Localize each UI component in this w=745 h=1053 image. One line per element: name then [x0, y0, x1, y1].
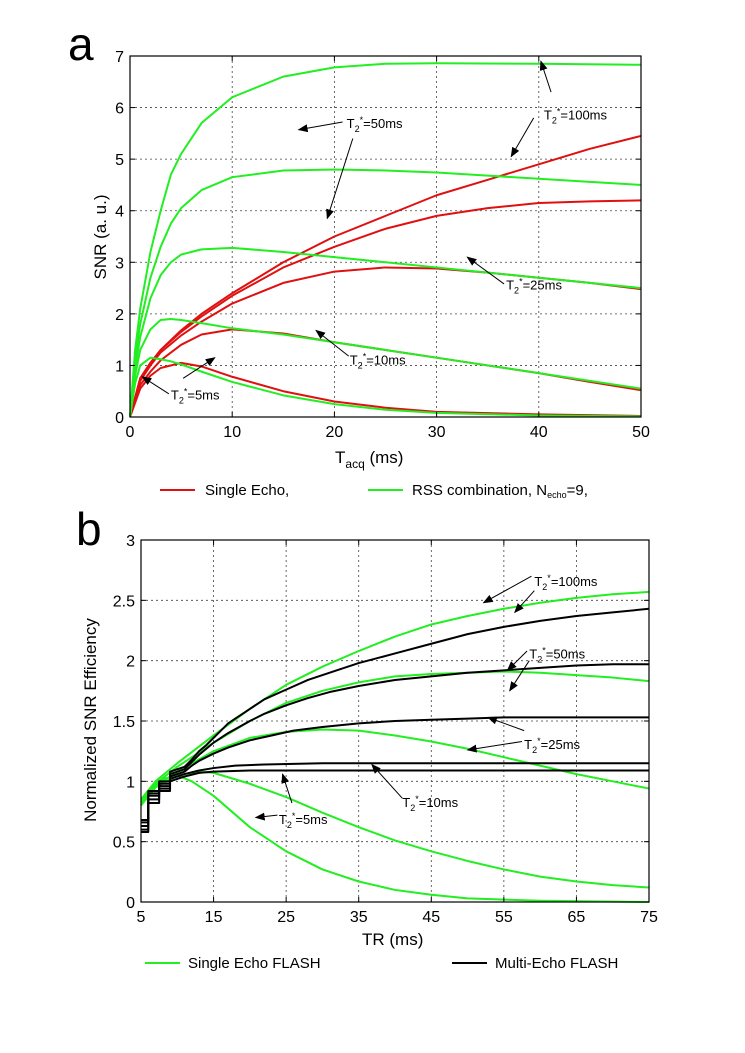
- annotation-arrow: [281, 773, 293, 804]
- panel-a-legend: Single Echo, RSS combination, Necho=9,: [160, 482, 588, 500]
- x-tick-label: 40: [530, 424, 548, 441]
- y-tick-label: 0: [115, 410, 124, 427]
- panel-a-axes-box: [129, 55, 642, 418]
- panel-a-series: [129, 62, 642, 418]
- legend-a-label-rss-main: RSS combination, N: [412, 482, 547, 499]
- x-tick-label: 75: [640, 909, 658, 926]
- panel-b-plot: T2*=100ms T2*=50ms T2*=25ms T2*=10ms T2*=5ms…: [81, 533, 658, 949]
- y-tick-label: 0: [126, 895, 135, 912]
- annotation-arrow: [486, 716, 525, 732]
- x-tick-label: 20: [326, 424, 344, 441]
- panel-b-x-axis-label: TR (ms): [362, 930, 423, 949]
- series-line-a-8: [129, 318, 642, 418]
- series-line-b-4: [140, 774, 650, 903]
- y-tick-label: 0.5: [113, 835, 135, 852]
- annotation-label-a-4: T2*=5ms: [171, 386, 220, 405]
- panel-a-x-axis-label-rest: (ms): [365, 448, 404, 467]
- x-tick-label: 10: [223, 424, 241, 441]
- annotation-arrow: [466, 256, 505, 285]
- x-tick-label: 25: [277, 909, 295, 926]
- y-tick-label: 4: [115, 204, 124, 221]
- annotation-label-a-2: T2*=25ms: [506, 276, 562, 295]
- series-line-b-8: [141, 762, 649, 831]
- panel-letter-b: b: [76, 503, 102, 555]
- annotation-arrow: [297, 121, 343, 133]
- x-tick-label: 45: [422, 909, 440, 926]
- legend-a-label-rss-rest: =9,: [567, 482, 588, 499]
- panel-b-ticks: 5 15 25 35 45 55 65 75 0 0.5 1 1.5 2 2.5 3: [113, 533, 658, 926]
- annotation-arrow: [326, 138, 354, 220]
- panel-a-plot: T2*=100ms T2*=50ms T2*=25ms T2*=10ms T2*=5ms…: [91, 49, 650, 471]
- legend-a-label-rss-sub: echo: [547, 490, 567, 500]
- annotation-arrow: [254, 812, 278, 821]
- panel-a-annotations: T2*=100ms T2*=50ms T2*=25ms T2*=10ms T2*=5ms: [141, 60, 608, 405]
- panel-a-x-axis-label-sub: acq: [345, 457, 364, 471]
- legend-b-label-single-echo-flash: Single Echo FLASH: [188, 955, 321, 972]
- panel-a-ticks: 0 10 20 30 40 50 0 1 2 3 4 5 6 7: [115, 49, 650, 441]
- series-line-b-9: [141, 769, 649, 834]
- annotation-arrow: [509, 660, 530, 692]
- series-line-b-6: [141, 663, 649, 824]
- legend-b-label-multi-echo-flash: Multi-Echo FLASH: [495, 955, 618, 972]
- legend-a-label-single-echo: Single Echo,: [205, 482, 289, 499]
- annotation-arrow: [506, 650, 528, 672]
- panel-b-annotations: T2*=100ms T2*=50ms T2*=25ms T2*=10ms T2*=5ms: [254, 573, 598, 830]
- series-line-a-4: [129, 361, 642, 418]
- panel-b-grid: [141, 540, 649, 902]
- annotation-arrow: [141, 376, 170, 395]
- y-tick-label: 1: [115, 358, 124, 375]
- panel-b-series: [140, 590, 650, 903]
- y-tick-label: 1.5: [113, 714, 135, 731]
- series-line-a-5: [129, 62, 642, 418]
- series-line-a-7: [129, 246, 642, 418]
- annotation-arrow: [466, 741, 523, 753]
- annotation-label-a-1: T2*=50ms: [347, 115, 403, 134]
- panel-a-x-axis-label-main: T: [335, 448, 345, 467]
- annotation-arrow: [315, 329, 350, 357]
- y-tick-label: 2.5: [113, 593, 135, 610]
- panel-b-legend: Single Echo FLASH Multi-Echo FLASH: [145, 955, 618, 972]
- panel-a-plot-area: [130, 56, 641, 417]
- y-tick-label: 2: [126, 654, 135, 671]
- panel-a-y-axis-label: SNR (a. u.): [91, 194, 110, 279]
- x-tick-label: 55: [495, 909, 513, 926]
- panel-letter-a: a: [68, 18, 94, 70]
- x-tick-label: 15: [205, 909, 223, 926]
- annotation-label-b-1: T2*=50ms: [529, 646, 585, 665]
- annotation-arrow: [482, 575, 532, 604]
- annotation-label-b-0: T2*=100ms: [534, 573, 598, 592]
- series-line-b-0: [140, 590, 650, 801]
- annotation-arrow: [514, 590, 535, 614]
- x-tick-label: 35: [350, 909, 368, 926]
- annotation-arrow: [510, 117, 535, 158]
- annotation-label-a-0: T2*=100ms: [544, 106, 608, 125]
- panel-b-y-axis-label: Normalized SNR Efficiency: [81, 618, 100, 822]
- x-tick-label: 5: [137, 909, 146, 926]
- annotation-arrow: [539, 60, 552, 93]
- y-tick-label: 3: [115, 255, 124, 272]
- annotation-label-b-4: T2*=5ms: [279, 811, 328, 830]
- series-line-a-9: [129, 356, 642, 418]
- series-line-b-5: [141, 607, 650, 821]
- y-tick-label: 5: [115, 152, 124, 169]
- x-tick-label: 65: [568, 909, 586, 926]
- x-tick-label: 50: [632, 424, 650, 441]
- panel-a-x-axis-label: Tacq (ms): [335, 448, 403, 471]
- y-tick-label: 2: [115, 307, 124, 324]
- annotation-label-b-2: T2*=25ms: [524, 736, 580, 755]
- y-tick-label: 6: [115, 101, 124, 118]
- series-line-a-6: [129, 168, 642, 418]
- y-tick-label: 3: [126, 533, 135, 550]
- series-line-b-7: [141, 716, 649, 827]
- y-tick-label: 7: [115, 49, 124, 66]
- annotation-arrow: [182, 357, 216, 379]
- annotation-arrow: [371, 763, 403, 799]
- x-tick-label: 0: [126, 424, 135, 441]
- annotation-label-a-3: T2*=10ms: [350, 351, 406, 370]
- y-tick-label: 1: [126, 774, 135, 791]
- legend-a-label-rss: RSS combination, Necho=9,: [412, 482, 588, 500]
- x-tick-label: 30: [428, 424, 446, 441]
- annotation-label-b-3: T2*=10ms: [402, 794, 458, 813]
